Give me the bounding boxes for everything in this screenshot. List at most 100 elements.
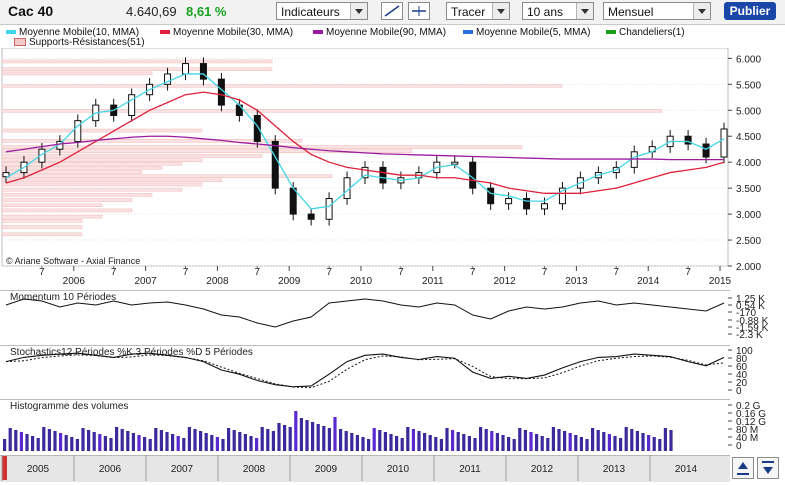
volume-bar xyxy=(568,433,572,451)
period-dropdown[interactable]: 10 ans xyxy=(522,2,594,20)
copyright: © Ariane Software - Axial Finance xyxy=(6,256,141,266)
momentum-chart[interactable]: 1.25 K0.54 K-170-0.88 K-1.59 K-2.3 K xyxy=(0,290,785,345)
volume-bar xyxy=(131,433,135,451)
candle-up xyxy=(361,166,369,179)
volume-bar xyxy=(669,430,673,451)
candle-down xyxy=(307,213,315,220)
volume-bar xyxy=(451,430,455,451)
volume-bar xyxy=(260,427,264,451)
support-resistance-band xyxy=(1,203,103,208)
scroll-up-button[interactable] xyxy=(732,457,754,479)
stochastic-d-line xyxy=(5,354,725,389)
volume-bar xyxy=(518,428,522,451)
legend-item: Chandeliers(1) xyxy=(606,27,685,38)
y-tick-label: 60 xyxy=(736,362,748,373)
candle-up xyxy=(505,198,513,205)
volume-bar xyxy=(182,438,186,451)
candle-down xyxy=(379,166,387,184)
x-year-label: 2015 xyxy=(709,276,732,287)
volume-bar xyxy=(3,439,7,451)
navigator-year-label: 2006 xyxy=(99,464,122,475)
volume-bar xyxy=(456,432,460,451)
volume-bar xyxy=(232,430,236,451)
volume-bar xyxy=(277,423,281,451)
indicators-dropdown[interactable]: Indicateurs xyxy=(276,2,368,20)
x-month-label: 7 xyxy=(398,267,404,278)
navigator-year-label: 2008 xyxy=(243,464,266,475)
volume-bar xyxy=(395,436,399,451)
volume-bar xyxy=(42,427,46,451)
volume-bar xyxy=(551,427,555,451)
candle-down xyxy=(523,198,531,210)
indicators-label: Indicateurs xyxy=(281,5,340,19)
volume-bar xyxy=(227,428,231,451)
stochastics-panel xyxy=(0,345,730,400)
volume-bar xyxy=(8,428,12,451)
y-tick-label: 100 xyxy=(736,346,753,357)
volume-bar xyxy=(294,411,298,451)
period-label: 10 ans xyxy=(527,5,564,19)
volume-bar xyxy=(585,439,589,451)
support-resistance-band xyxy=(1,59,273,64)
y-tick-label: 4.000 xyxy=(736,158,761,169)
volume-bar xyxy=(579,437,583,451)
candle-down xyxy=(199,63,207,80)
volume-bar xyxy=(316,424,320,451)
legend-item: Moyenne Mobile(90, MMA) xyxy=(313,27,446,38)
volume-bar xyxy=(546,438,550,451)
volume-bar xyxy=(350,433,354,451)
navigator-year-label: 2014 xyxy=(675,464,698,475)
volume-bar xyxy=(602,432,606,451)
chevron-down-icon xyxy=(693,3,710,19)
volume-bar xyxy=(647,435,651,451)
volume-bar xyxy=(428,435,432,451)
horizontal-line-tool-button[interactable] xyxy=(408,2,430,20)
volume-bar xyxy=(283,425,287,451)
volume-bar xyxy=(25,434,29,451)
support-resistance-band xyxy=(1,198,133,202)
y-tick-label: 0.12 G xyxy=(736,417,766,428)
volume-bar xyxy=(92,432,96,451)
support-resistance-band xyxy=(1,170,143,174)
y-tick-label: 5.500 xyxy=(736,80,761,91)
legend-label: Moyenne Mobile(10, MMA) xyxy=(19,27,140,38)
volume-bar xyxy=(148,439,152,451)
volume-bar xyxy=(613,436,617,451)
volume-bar xyxy=(81,428,85,451)
trendline-tool-button[interactable] xyxy=(381,2,403,20)
volume-bar xyxy=(193,429,197,451)
support-resistance-band xyxy=(1,149,413,154)
volume-bar xyxy=(64,435,68,451)
support-resistance-band xyxy=(1,208,133,213)
navigator-year-label: 2007 xyxy=(171,464,194,475)
volume-bar xyxy=(596,430,600,451)
volume-chart[interactable]: 0.2 G0.16 G0.12 G80 M40 M0 xyxy=(0,399,785,455)
volume-bar xyxy=(389,434,393,451)
legend-item: Supports-Résistances(51) xyxy=(14,37,145,48)
volume-bar xyxy=(591,428,595,451)
scroll-down-button[interactable] xyxy=(757,457,779,479)
volume-bar xyxy=(115,427,119,451)
x-year-label: 2007 xyxy=(134,276,157,287)
volume-bar xyxy=(400,438,404,451)
volume-bar xyxy=(221,439,225,451)
price-chart[interactable]: 6.000 5.500 5.000 4.500 4.000 3.500 3.000 2.500… xyxy=(0,48,785,290)
time-navigator[interactable] xyxy=(0,455,730,482)
draw-dropdown[interactable]: Tracer xyxy=(446,2,510,20)
volume-bar xyxy=(305,420,309,451)
candle-up xyxy=(451,161,459,165)
volume-bar xyxy=(501,435,505,451)
x-month-label: 7 xyxy=(255,267,261,278)
candle-up xyxy=(164,73,172,85)
volume-bar xyxy=(355,435,359,451)
volume-bar xyxy=(19,432,23,451)
candle-up xyxy=(2,172,10,178)
volume-bar xyxy=(344,431,348,451)
legend-label: Supports-Résistances(51) xyxy=(29,37,145,48)
interval-dropdown[interactable]: Mensuel xyxy=(603,2,711,20)
publish-button[interactable]: Publier xyxy=(724,2,776,20)
legend-swatch xyxy=(463,30,473,35)
volume-bar xyxy=(512,439,516,451)
volume-bar xyxy=(484,429,488,451)
